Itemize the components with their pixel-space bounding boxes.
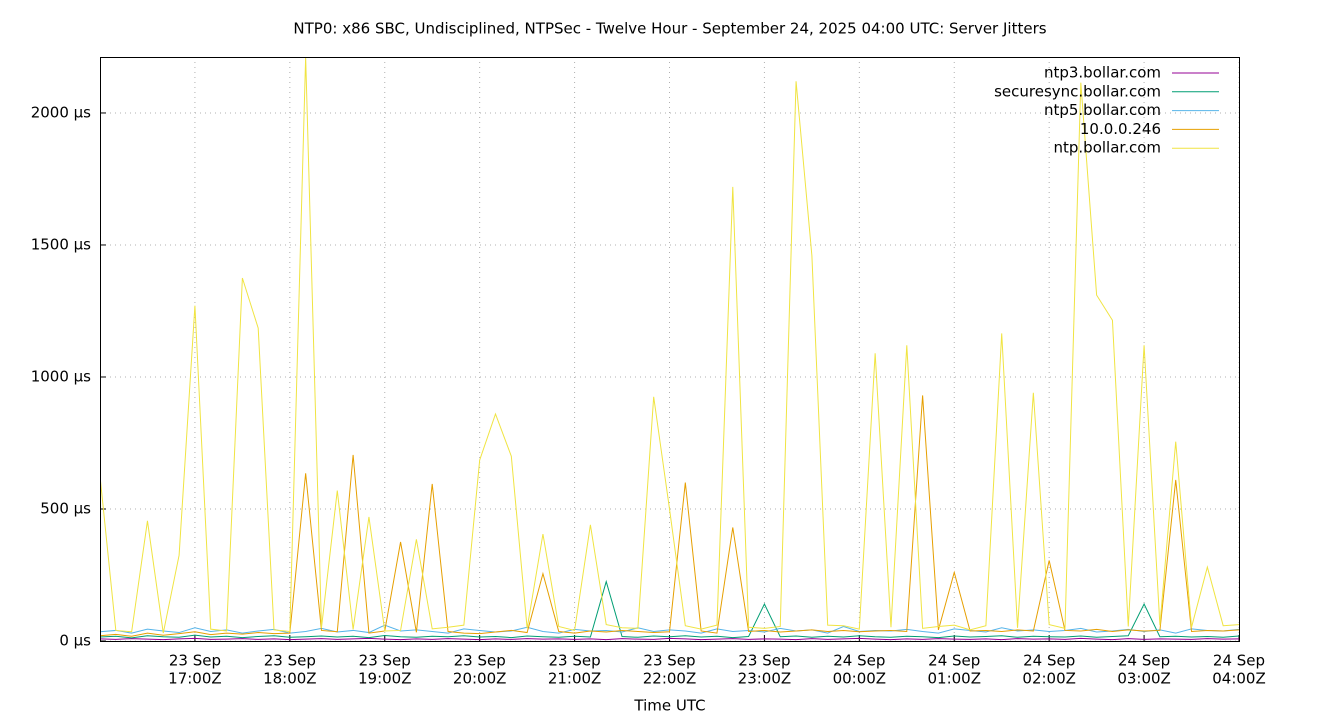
x-tick-label: 17:00Z xyxy=(168,670,222,688)
x-tick-label: 21:00Z xyxy=(548,670,602,688)
x-tick-label: 24 Sep xyxy=(928,652,980,670)
x-tick-label: 18:00Z xyxy=(263,670,317,688)
series-line xyxy=(100,57,1239,634)
plot-area xyxy=(100,57,1239,641)
x-tick-label: 23 Sep xyxy=(454,652,506,670)
x-tick-label: 23:00Z xyxy=(738,670,792,688)
x-tick-label: 24 Sep xyxy=(1213,652,1265,670)
x-tick-label: 23 Sep xyxy=(643,652,695,670)
y-tick-label: 0 µs xyxy=(59,632,91,650)
x-tick-label: 23 Sep xyxy=(169,652,221,670)
x-tick-label: 24 Sep xyxy=(833,652,885,670)
x-axis-label: Time UTC xyxy=(633,697,705,715)
legend-label: securesync.bollar.com xyxy=(994,82,1161,100)
x-tick-label: 24 Sep xyxy=(1118,652,1170,670)
y-tick-label: 1500 µs xyxy=(31,235,91,253)
x-tick-label: 23 Sep xyxy=(264,652,316,670)
x-tick-label: 00:00Z xyxy=(833,670,887,688)
x-tick-label: 22:00Z xyxy=(643,670,697,688)
series-line xyxy=(100,579,1239,639)
plot-border xyxy=(100,57,1240,642)
x-tick-label: 23 Sep xyxy=(359,652,411,670)
x-tick-label: 03:00Z xyxy=(1117,670,1171,688)
x-tick-label: 01:00Z xyxy=(927,670,981,688)
legend-label: ntp.bollar.com xyxy=(1054,139,1162,157)
legend-label: ntp3.bollar.com xyxy=(1044,64,1161,82)
y-tick-label: 1000 µs xyxy=(31,367,91,385)
x-tick-label: 23 Sep xyxy=(738,652,790,670)
series-line xyxy=(100,395,1239,637)
x-tick-label: 04:00Z xyxy=(1212,670,1266,688)
legend-label: ntp5.bollar.com xyxy=(1044,101,1161,119)
y-tick-label: 2000 µs xyxy=(31,103,91,121)
series-line xyxy=(100,637,1239,641)
x-tick-label: 24 Sep xyxy=(1023,652,1075,670)
y-tick-label: 500 µs xyxy=(40,499,91,517)
x-tick-label: 02:00Z xyxy=(1022,670,1076,688)
x-tick-label: 19:00Z xyxy=(358,670,412,688)
x-tick-label: 23 Sep xyxy=(549,652,601,670)
chart-title: NTP0: x86 SBC, Undisciplined, NTPSec - T… xyxy=(293,20,1046,38)
legend-label: 10.0.0.246 xyxy=(1080,120,1161,138)
x-tick-label: 20:00Z xyxy=(453,670,507,688)
legend: ntp3.bollar.comsecuresync.bollar.comntp5… xyxy=(994,64,1219,157)
